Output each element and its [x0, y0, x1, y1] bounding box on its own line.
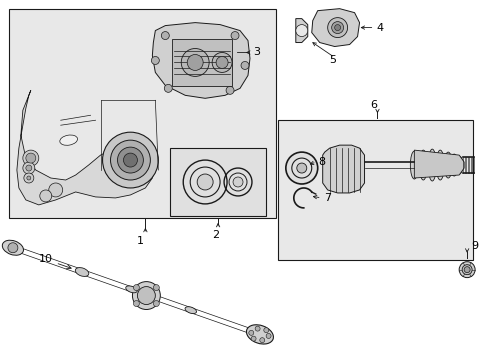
- Circle shape: [259, 338, 264, 343]
- Circle shape: [327, 18, 347, 37]
- Text: 4: 4: [376, 23, 383, 33]
- Circle shape: [291, 158, 311, 178]
- Circle shape: [248, 330, 253, 336]
- Text: 1: 1: [137, 236, 143, 246]
- Circle shape: [212, 53, 232, 72]
- Circle shape: [26, 153, 36, 163]
- Circle shape: [255, 326, 260, 331]
- Circle shape: [331, 22, 343, 33]
- Circle shape: [151, 57, 159, 64]
- Text: 7: 7: [323, 193, 330, 203]
- Circle shape: [26, 165, 32, 171]
- Circle shape: [285, 152, 317, 184]
- Circle shape: [230, 32, 239, 40]
- Circle shape: [296, 163, 306, 173]
- Ellipse shape: [419, 150, 427, 180]
- Circle shape: [181, 49, 209, 76]
- Polygon shape: [311, 9, 359, 46]
- Ellipse shape: [427, 149, 435, 181]
- Circle shape: [123, 153, 137, 167]
- Ellipse shape: [2, 240, 23, 255]
- Circle shape: [461, 265, 471, 275]
- Circle shape: [8, 243, 18, 253]
- Ellipse shape: [454, 156, 462, 174]
- Polygon shape: [295, 19, 307, 42]
- Circle shape: [197, 174, 213, 190]
- Circle shape: [132, 282, 160, 310]
- Text: 6: 6: [369, 100, 376, 110]
- Ellipse shape: [443, 152, 451, 178]
- Ellipse shape: [60, 135, 78, 145]
- Text: 3: 3: [252, 48, 260, 58]
- Circle shape: [153, 285, 159, 291]
- Polygon shape: [413, 150, 463, 178]
- Circle shape: [334, 24, 340, 31]
- Text: 9: 9: [470, 241, 477, 251]
- Ellipse shape: [449, 154, 457, 176]
- Circle shape: [24, 173, 34, 183]
- Circle shape: [263, 328, 268, 333]
- Circle shape: [110, 140, 150, 180]
- Circle shape: [117, 147, 143, 173]
- Circle shape: [265, 333, 270, 338]
- Ellipse shape: [409, 151, 417, 179]
- Text: 2: 2: [212, 230, 219, 240]
- Circle shape: [225, 86, 234, 94]
- Circle shape: [153, 301, 159, 306]
- Bar: [9, 9, 275, 218]
- Circle shape: [23, 150, 39, 166]
- Circle shape: [27, 176, 31, 180]
- Bar: [170, 148, 265, 216]
- Text: 5: 5: [329, 55, 336, 66]
- Circle shape: [133, 285, 139, 291]
- Circle shape: [463, 267, 469, 273]
- Circle shape: [233, 177, 243, 187]
- Circle shape: [137, 287, 155, 305]
- Ellipse shape: [435, 150, 443, 180]
- Circle shape: [295, 24, 307, 37]
- Circle shape: [133, 301, 139, 306]
- Circle shape: [161, 32, 169, 40]
- Circle shape: [458, 262, 474, 278]
- Circle shape: [40, 190, 52, 202]
- Bar: [172, 39, 232, 86]
- Text: 8: 8: [318, 157, 325, 167]
- Circle shape: [241, 62, 248, 69]
- Circle shape: [102, 132, 158, 188]
- Ellipse shape: [125, 286, 137, 293]
- Circle shape: [187, 54, 203, 71]
- Ellipse shape: [246, 325, 273, 344]
- Polygon shape: [152, 23, 249, 98]
- Polygon shape: [17, 90, 155, 205]
- Text: 10: 10: [39, 255, 71, 269]
- Ellipse shape: [184, 307, 196, 314]
- Circle shape: [164, 84, 172, 92]
- Polygon shape: [322, 145, 364, 193]
- Circle shape: [216, 57, 227, 68]
- Circle shape: [23, 162, 35, 174]
- Circle shape: [49, 183, 62, 197]
- Circle shape: [251, 336, 256, 341]
- Bar: [277, 120, 472, 260]
- Ellipse shape: [75, 267, 89, 276]
